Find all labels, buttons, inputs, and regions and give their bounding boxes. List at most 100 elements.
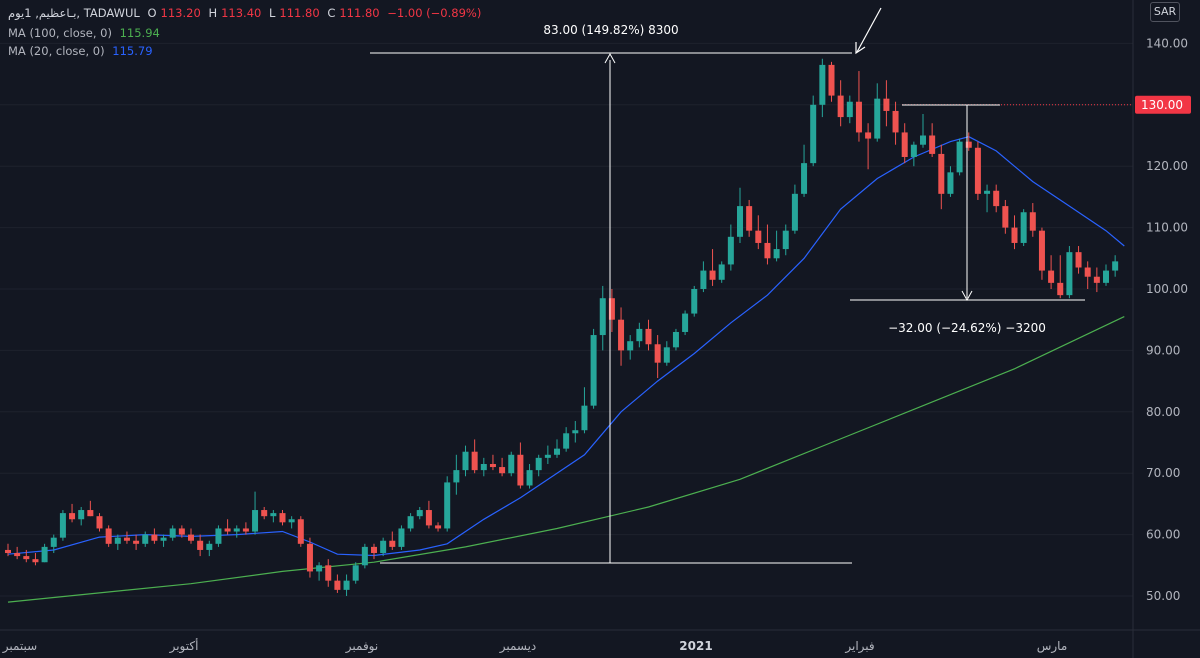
y-tick-label: 60.00 bbox=[1146, 528, 1180, 542]
candle-body bbox=[892, 110, 899, 133]
legend-ma100[interactable]: MA (100, close, 0) 115.94 bbox=[8, 26, 164, 40]
candle-body bbox=[41, 546, 48, 563]
candle-body bbox=[1029, 212, 1036, 231]
legend-high-value: 113.40 bbox=[221, 6, 262, 20]
candle-body bbox=[87, 510, 94, 517]
candle-body bbox=[169, 528, 176, 538]
legend-close-label: C bbox=[327, 6, 336, 20]
ma100-value: 115.94 bbox=[119, 26, 160, 40]
candle-body bbox=[965, 141, 972, 148]
x-tick-label: نوفمبر bbox=[345, 639, 378, 654]
candle-body bbox=[1075, 252, 1082, 268]
candle-body bbox=[554, 448, 560, 455]
candle-body bbox=[416, 510, 423, 517]
candle-body bbox=[499, 467, 506, 474]
candle-body bbox=[151, 534, 158, 541]
candle-body bbox=[682, 313, 689, 332]
candle-body bbox=[371, 546, 377, 554]
candle-body bbox=[883, 98, 890, 111]
candle-body bbox=[746, 206, 753, 231]
y-tick-label: 70.00 bbox=[1146, 466, 1180, 480]
candle-body bbox=[325, 565, 332, 581]
candle-body bbox=[672, 331, 679, 348]
currency-button[interactable]: SAR bbox=[1150, 2, 1180, 22]
candle-body bbox=[773, 249, 780, 259]
candle-body bbox=[471, 451, 478, 471]
candle-body bbox=[233, 528, 240, 532]
candle-body bbox=[105, 528, 112, 544]
candle-body bbox=[718, 264, 725, 280]
measure-arrowhead-up bbox=[604, 52, 616, 64]
x-tick-label: سبتمبر bbox=[2, 639, 37, 654]
candle-body bbox=[215, 528, 222, 544]
candle-body bbox=[14, 553, 21, 557]
candle-body bbox=[188, 534, 194, 541]
candle-body bbox=[306, 543, 313, 572]
candle-body bbox=[252, 510, 259, 532]
candle-body bbox=[1048, 270, 1055, 283]
measure-down-label: −32.00 (−24.62%) −3200 bbox=[888, 321, 1046, 335]
candle-body bbox=[197, 540, 204, 550]
candle-body bbox=[636, 328, 643, 342]
pointer-arrow-line bbox=[856, 7, 882, 53]
candle-body bbox=[5, 549, 11, 554]
candle-body bbox=[956, 141, 963, 173]
legend-open-label: O bbox=[147, 6, 157, 20]
x-tick-label: 2021 bbox=[679, 639, 712, 653]
ma100-line bbox=[7, 316, 1125, 603]
y-tick-label: 100.00 bbox=[1146, 282, 1188, 296]
legend-high-label: H bbox=[208, 6, 218, 20]
candle-body bbox=[96, 516, 103, 529]
candle-body bbox=[544, 454, 551, 458]
candle-body bbox=[1002, 206, 1009, 228]
candle-body bbox=[663, 347, 670, 363]
candle-body bbox=[654, 344, 661, 363]
legend-open-value: 113.20 bbox=[160, 6, 201, 20]
candle-body bbox=[133, 540, 140, 544]
measure-up-label: 83.00 (149.82%) 8300 bbox=[543, 23, 678, 37]
candle-body bbox=[316, 565, 323, 572]
candle-body bbox=[865, 132, 872, 139]
candle-body bbox=[846, 101, 853, 118]
candle-body bbox=[508, 454, 515, 474]
candle-body bbox=[435, 525, 442, 529]
candle-body bbox=[517, 454, 524, 486]
candle-body bbox=[224, 528, 231, 532]
ma20-line bbox=[7, 136, 1125, 557]
candle-body bbox=[1020, 212, 1027, 243]
candle-body bbox=[69, 513, 76, 520]
candle-body bbox=[764, 242, 771, 259]
candle-body bbox=[242, 528, 249, 532]
legend-ma20[interactable]: MA (20, close, 0) 115.79 bbox=[8, 44, 157, 58]
candle-body bbox=[572, 430, 579, 434]
candle-body bbox=[819, 64, 826, 105]
legend-low-label: L bbox=[269, 6, 276, 20]
candle-body bbox=[462, 451, 469, 471]
candle-body bbox=[407, 516, 414, 529]
x-tick-label: مارس bbox=[1037, 639, 1068, 654]
candle-body bbox=[810, 104, 817, 164]
legend-ohlc: بـاعظيم, 1يوم, TADAWUL O 113.20 H 113.40 L… bbox=[8, 6, 485, 20]
candle-body bbox=[737, 206, 743, 237]
candle-body bbox=[123, 537, 130, 541]
candle-body bbox=[709, 270, 716, 280]
y-tick-label: 90.00 bbox=[1146, 343, 1180, 357]
candle-body bbox=[837, 95, 844, 118]
y-tick-label: 120.00 bbox=[1146, 159, 1188, 173]
candle-body bbox=[901, 132, 908, 157]
candle-body bbox=[828, 64, 835, 96]
candle-body bbox=[444, 482, 451, 529]
candle-body bbox=[361, 546, 368, 566]
candle-body bbox=[947, 172, 954, 194]
candle-body bbox=[535, 457, 542, 471]
candle-body bbox=[489, 463, 496, 468]
ma20-value: 115.79 bbox=[112, 44, 153, 58]
candle-body bbox=[453, 470, 460, 483]
candle-body bbox=[178, 528, 185, 535]
y-tick-label: 50.00 bbox=[1146, 589, 1180, 603]
candle-body bbox=[480, 463, 487, 471]
ma20-label: MA (20, close, 0) bbox=[8, 44, 105, 58]
candle-body bbox=[114, 537, 121, 544]
legend-low-value: 111.80 bbox=[279, 6, 320, 20]
